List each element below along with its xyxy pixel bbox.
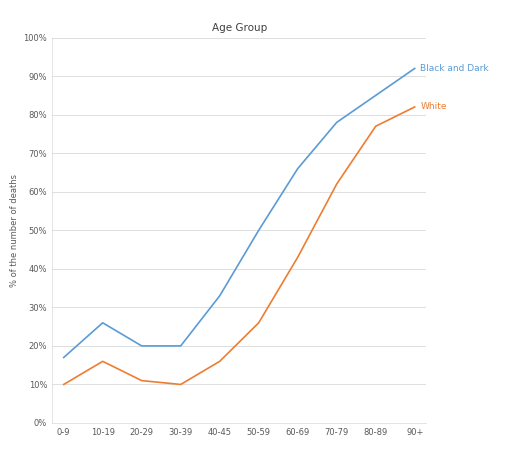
Text: Black and Dark: Black and Dark <box>420 64 489 73</box>
Title: Age Group: Age Group <box>212 23 267 32</box>
Text: White: White <box>420 102 447 111</box>
Y-axis label: % of the number of deaths: % of the number of deaths <box>10 174 19 287</box>
